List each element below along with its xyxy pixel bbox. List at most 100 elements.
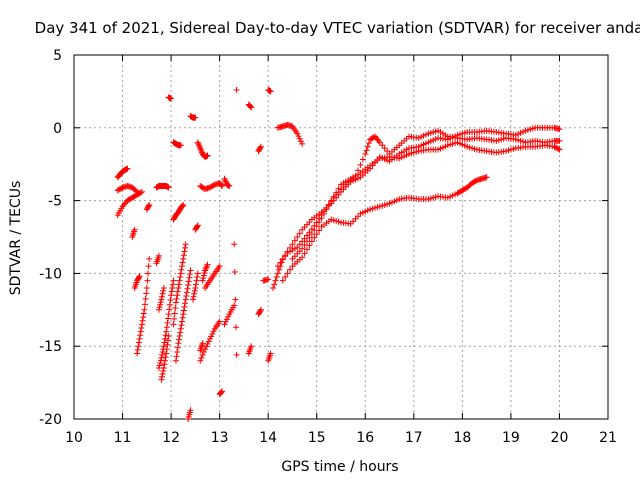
series-arc-j [197,180,226,192]
y-tick-label: -10 [39,266,62,282]
data-point [156,362,163,369]
data-point [217,389,224,396]
data-point [328,197,335,204]
data-point [124,165,131,172]
data-point [289,241,296,248]
data-point [178,322,185,329]
data-point [248,104,255,111]
data-point [142,295,149,302]
data-point [161,361,168,368]
data-point [196,143,203,150]
data-point [267,88,274,95]
data-point [163,350,170,357]
data-point [159,290,166,297]
series-arc-n [255,143,264,155]
y-tick-label: -20 [39,412,62,428]
data-point [146,201,153,208]
data-point [196,142,203,149]
data-point [167,296,174,303]
data-point [291,237,298,244]
data-point [483,174,490,181]
data-point [162,335,169,342]
series-arc-ag [202,263,223,291]
series-arc-o [265,86,274,95]
data-point [232,296,239,303]
data-point [270,284,277,291]
data-point [145,270,152,277]
data-point [165,333,172,340]
data-point [204,261,211,268]
data-point [203,264,210,271]
data-point [163,328,170,335]
data-point [159,370,166,377]
data-point [308,231,315,238]
data-point [131,226,138,233]
data-point [296,230,303,237]
data-point [365,140,372,147]
data-point [141,306,148,313]
data-point [186,274,193,281]
data-point [162,357,169,364]
data-point [179,318,186,325]
data-point [158,373,165,380]
series-arc-e [153,183,172,191]
series-arc-ak [245,343,255,357]
data-point [231,268,238,275]
data-point [177,325,184,332]
x-tick-label: 12 [162,430,180,446]
series-arc-af [197,340,206,354]
series-arc-d [143,201,153,213]
data-point [357,161,364,168]
data-point [136,273,143,280]
data-point [174,349,181,356]
data-point [182,241,189,248]
data-point [294,130,301,137]
data-point [194,223,201,230]
data-point [195,140,202,147]
data-point [197,145,204,152]
data-point [233,86,240,93]
data-point [257,307,264,314]
data-point [279,256,286,263]
data-point [158,354,165,361]
data-point [138,321,145,328]
data-point [193,277,200,284]
data-point [199,351,206,358]
data-point [282,253,289,260]
data-point [216,318,223,325]
data-point [155,306,162,313]
data-point [204,152,211,159]
data-point [203,263,210,270]
data-point [145,263,152,270]
data-point [176,333,183,340]
data-point [299,140,306,147]
data-point [184,285,191,292]
data-point [202,266,209,273]
data-point [158,296,165,303]
data-point [137,328,144,335]
data-point [555,145,562,152]
series-arc-am [260,276,272,284]
data-point [138,188,145,195]
data-point [209,330,216,337]
data-point [274,263,281,270]
data-point [160,343,167,350]
data-point [144,277,151,284]
data-point [276,266,283,273]
data-point [175,284,182,291]
data-point [271,281,278,288]
data-point [216,263,223,270]
data-point [222,318,229,325]
data-point [301,242,308,249]
data-point [146,255,153,262]
series-arc-h [187,113,199,121]
data-point [140,314,147,321]
data-point [178,266,185,273]
data-point [182,300,189,307]
data-point [267,350,274,357]
data-point [138,325,145,331]
series-arc-a [114,165,131,181]
data-point [134,350,141,357]
data-point [177,142,184,149]
